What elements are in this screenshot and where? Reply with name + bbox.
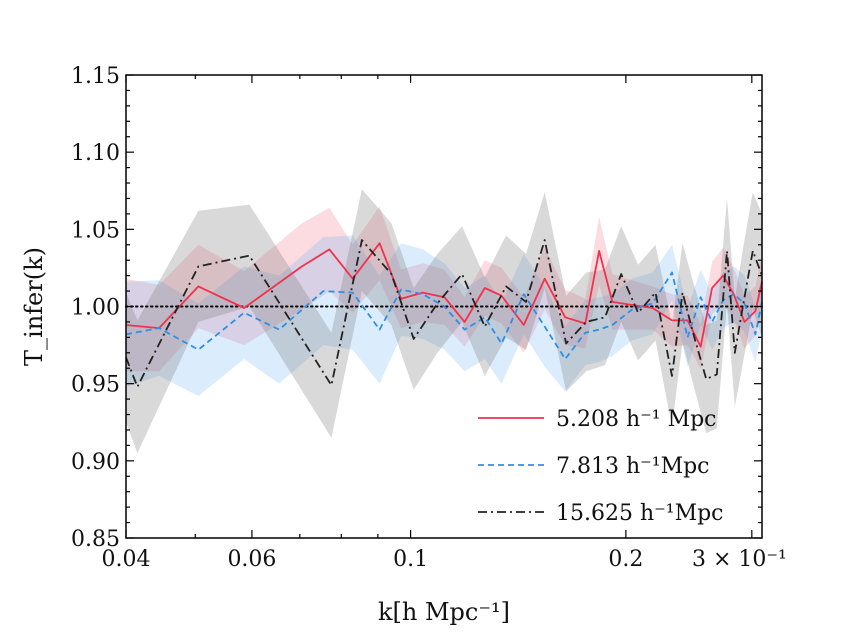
series-line-2 [125,239,763,388]
x-axis-label: k[h Mpc⁻¹] [378,598,510,626]
legend-label-0: 5.208 h⁻¹ Mpc [556,407,717,432]
y-tick-label: 1.05 [71,218,120,243]
x-tick-labels: 0.04 0.06 0.1 0.2 3 × 10⁻¹ [102,547,787,572]
series-lines [125,239,763,388]
x-tick-label: 0.1 [393,547,428,572]
x-tick-label: 0.04 [102,547,151,572]
x-tick-label: 0.06 [227,547,276,572]
y-axis-label: T_infer(k) [20,247,48,366]
legend-label-2: 15.625 h⁻¹Mpc [556,501,724,526]
y-tick-label: 0.95 [71,373,120,398]
y-tick-label: 1.10 [71,141,120,166]
uncertainty-bands [126,189,762,454]
y-tick-label: 0.90 [71,450,120,475]
x-tick-label: 3 × 10⁻¹ [692,547,787,572]
series-line-0 [125,242,763,348]
y-tick-label: 1.15 [71,64,120,89]
y-tick-label: 0.85 [71,527,120,552]
legend-label-1: 7.813 h⁻¹Mpc [556,454,710,479]
band-series-0 [126,206,762,372]
band-series-1 [126,235,762,396]
x-tick-label: 0.2 [608,547,643,572]
series-line-1 [125,271,763,360]
band-series-2 [126,189,762,454]
y-tick-labels: 0.85 0.90 0.95 1.00 1.05 1.10 1.15 [71,64,120,552]
legend: 5.208 h⁻¹ Mpc 7.813 h⁻¹Mpc 15.625 h⁻¹Mpc [478,407,724,526]
y-tick-label: 1.00 [71,296,120,321]
axis-ticks [125,74,762,539]
